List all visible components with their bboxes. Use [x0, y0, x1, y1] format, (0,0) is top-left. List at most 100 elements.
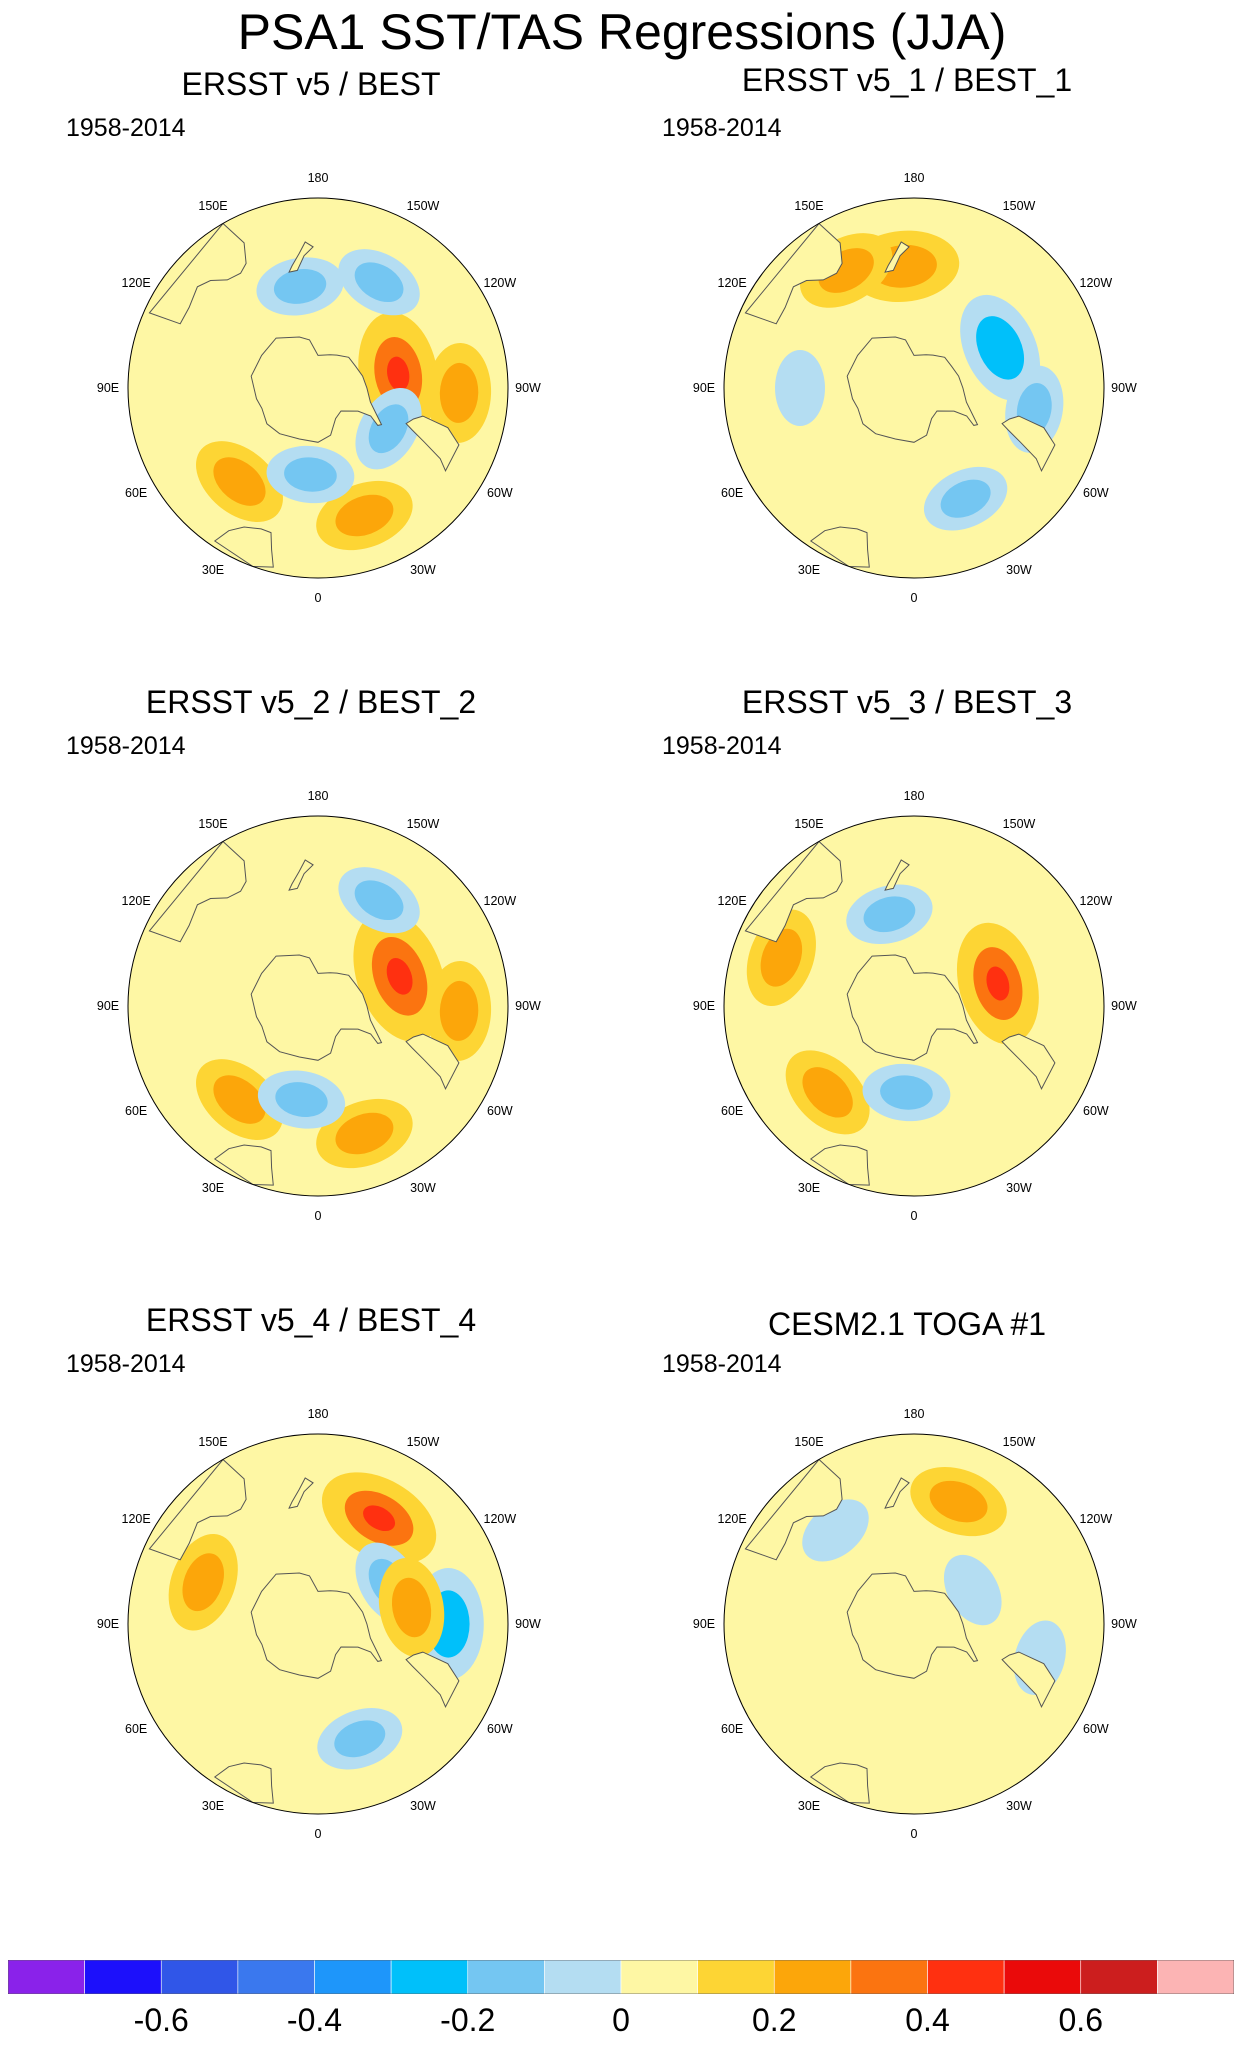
longitude-label: 150W	[407, 817, 440, 831]
continent-outline	[744, 840, 843, 943]
continent-outline	[148, 1458, 247, 1561]
colorbar-tick-label: 0.4	[905, 2002, 950, 2038]
colorbar-swatch	[8, 1960, 85, 1994]
antarctica-outline	[846, 954, 979, 1061]
longitude-label: 60E	[125, 1722, 147, 1736]
anomaly-core	[275, 1082, 328, 1118]
continent-outline	[809, 1144, 870, 1186]
longitude-label: 150W	[407, 199, 440, 213]
longitude-label: 90E	[693, 1617, 715, 1631]
anomaly-core	[284, 457, 337, 492]
longitude-label: 30W	[1006, 1799, 1032, 1813]
anomaly-core	[940, 479, 991, 518]
longitude-label: 60E	[721, 1722, 743, 1736]
map-border	[723, 197, 1105, 579]
continent-outline	[744, 222, 843, 325]
longitude-label: 60W	[1083, 1722, 1109, 1736]
colorbar-swatch	[1003, 1960, 1082, 1994]
panel-title: ERSST v5_1 / BEST_1	[741, 62, 1073, 98]
map-border	[127, 197, 509, 579]
continent-outline	[1001, 1033, 1056, 1090]
panel-period: 1958-2014	[66, 1350, 186, 1378]
figure-title: PSA1 SST/TAS Regressions (JJA)	[237, 4, 1007, 60]
panel-title: ERSST v5_2 / BEST_2	[145, 684, 477, 720]
anomaly-core	[182, 1553, 224, 1612]
map-panel: ERSST v5_3 / BEST_3 1958-2014 0 30E 60E 90E…	[596, 684, 1218, 1308]
longitude-label: 60E	[125, 1104, 147, 1118]
longitude-label: 60E	[721, 1104, 743, 1118]
longitude-label: 120W	[484, 894, 517, 908]
longitude-label: 30E	[202, 563, 224, 577]
colorbar-swatch	[620, 1960, 698, 1994]
continent-outline	[809, 1762, 870, 1804]
panel-period: 1958-2014	[66, 114, 186, 142]
colorbar-swatch	[850, 1960, 928, 1994]
continent-outline	[288, 859, 314, 891]
longitude-label: 120E	[718, 276, 747, 290]
colorbar-swatch	[237, 1960, 315, 1994]
longitude-label: 150W	[1003, 199, 1036, 213]
continent-outline	[288, 241, 314, 273]
longitude-label: 60E	[125, 486, 147, 500]
longitude-label: 120E	[718, 894, 747, 908]
longitude-label: 0	[315, 591, 322, 605]
anomaly-core	[335, 1112, 394, 1155]
longitude-label: 150E	[198, 199, 227, 213]
antarctica-outline	[250, 1572, 383, 1679]
panel-title: ERSST v5_3 / BEST_3	[741, 684, 1073, 720]
antarctica-outline	[846, 336, 979, 443]
anomaly-core	[368, 404, 409, 454]
map-border	[723, 815, 1105, 1197]
anomaly-core	[976, 316, 1025, 380]
colorbar-swatch	[927, 1960, 1005, 1994]
colorbar-swatch	[84, 1960, 162, 1994]
map-panel: ERSST v5 / BEST 1958-2014 0 30E 60E 90E 120E…	[0, 66, 622, 690]
continent-outline	[405, 415, 460, 472]
colorbar-labels: -0.6 -0.4 -0.2 0 0.2 0.4 0.6	[0, 2002, 1244, 2046]
map-border	[723, 1433, 1105, 1815]
colorbar	[8, 1960, 1234, 1994]
longitude-label: 120W	[484, 276, 517, 290]
longitude-label: 150W	[407, 1435, 440, 1449]
longitude-label: 30W	[410, 1799, 436, 1813]
antarctica-outline	[846, 1572, 979, 1679]
map-border	[127, 815, 509, 1197]
longitude-label: 30E	[798, 1799, 820, 1813]
longitude-label: 60W	[487, 486, 513, 500]
longitude-label: 90E	[97, 999, 119, 1013]
continent-outline	[405, 1033, 460, 1090]
panel-period: 1958-2014	[662, 732, 782, 760]
longitude-label: 0	[315, 1209, 322, 1223]
map-panel: ERSST v5_4 / BEST_4 1958-2014 0 30E 60E 90E…	[0, 1302, 622, 1926]
anomaly-core	[335, 494, 394, 537]
longitude-label: 120W	[1080, 894, 1113, 908]
longitude-label: 150E	[794, 199, 823, 213]
anomaly-core	[213, 457, 266, 506]
longitude-label: 150W	[1003, 817, 1036, 831]
polar-map: 0 30E 60E 90E 120E 150E 180 150W 120W 90W 60W 30W	[97, 171, 541, 605]
longitude-label: 90W	[515, 1617, 541, 1631]
colorbar-swatch	[544, 1960, 622, 1994]
continent-outline	[1001, 1651, 1056, 1708]
anomaly-core	[439, 362, 479, 423]
colorbar-tick-label: 0.2	[752, 2002, 797, 2038]
longitude-label: 30W	[1006, 563, 1032, 577]
continent-outline	[884, 241, 910, 273]
continent-outline	[213, 1144, 274, 1186]
panel-period: 1958-2014	[66, 732, 186, 760]
longitude-label: 150E	[794, 1435, 823, 1449]
polar-map: 0 30E 60E 90E 120E 150E 180 150W 120W 90W 60W 30W	[693, 1407, 1137, 1841]
longitude-label: 120W	[1080, 1512, 1113, 1526]
longitude-label: 90W	[515, 999, 541, 1013]
map-panel: ERSST v5_2 / BEST_2 1958-2014 0 30E 60E 90E…	[0, 684, 622, 1308]
longitude-label: 180	[904, 789, 925, 803]
longitude-label: 120W	[1080, 276, 1113, 290]
map-border	[127, 1433, 509, 1815]
antarctica-outline	[250, 336, 383, 443]
colorbar-swatch	[390, 1960, 469, 1994]
continent-outline	[213, 1762, 274, 1804]
continent-outline	[744, 1458, 843, 1561]
colorbar-tick-label: -0.4	[286, 2002, 343, 2038]
colorbar-swatch	[467, 1960, 545, 1994]
polar-map: 0 30E 60E 90E 120E 150E 180 150W 120W 90W 60W 30W	[97, 1407, 541, 1841]
